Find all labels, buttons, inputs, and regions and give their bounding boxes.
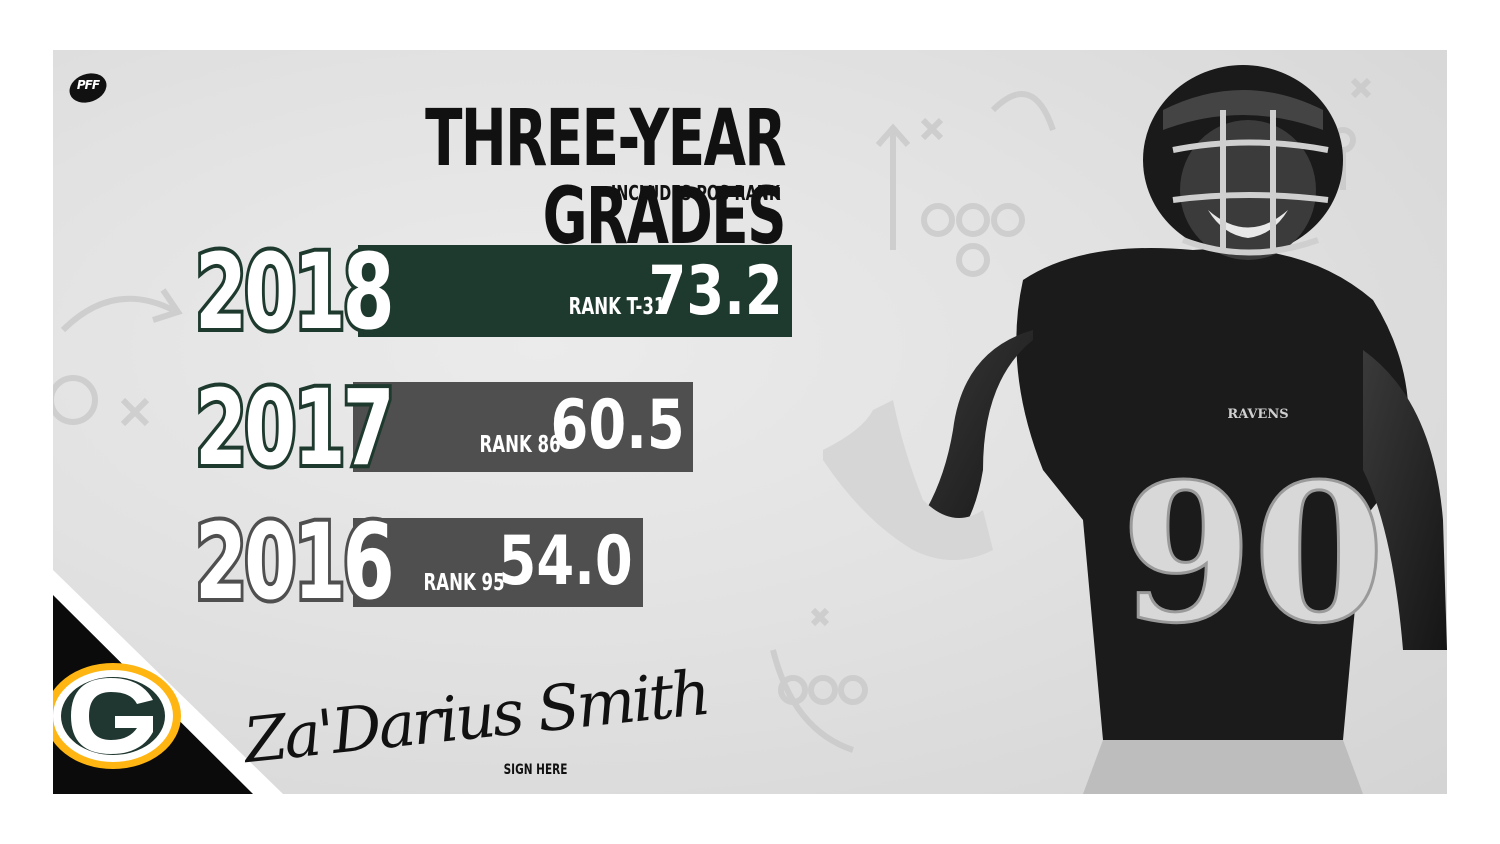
grade-bar-2017 xyxy=(353,382,693,472)
sign-here-label: SIGN HERE xyxy=(503,762,568,778)
page-subtitle: INCLUDES POS RANK xyxy=(610,181,780,205)
rank-label-2017: RANK 86 xyxy=(479,432,561,458)
year-label-2018: 2018 xyxy=(192,231,398,353)
packers-logo xyxy=(53,663,181,769)
grade-bar-2016 xyxy=(353,518,643,607)
jersey-number: 90 xyxy=(1121,442,1385,665)
page-title: THREE-YEAR GRADES xyxy=(425,94,786,262)
rank-label-2016: RANK 95 xyxy=(423,570,505,596)
year-label-2017: 2017 xyxy=(192,367,398,489)
grade-value-2018: 73.2 xyxy=(648,252,783,331)
graphic-card: PFF THREE-YEAR GRADES INCLUDES POS RANK … xyxy=(53,50,1447,794)
pff-logo: PFF xyxy=(68,71,108,105)
rank-label-2018: RANK T-31 xyxy=(568,294,665,320)
jersey-team-name: RAVENS xyxy=(1227,407,1288,422)
grade-value-2017: 60.5 xyxy=(550,386,685,465)
player-photo: 90 RAVENS xyxy=(823,65,1447,794)
year-label-2016: 2016 xyxy=(192,501,398,623)
grade-value-2016: 54.0 xyxy=(498,522,633,601)
grade-bar-2018 xyxy=(358,245,792,337)
